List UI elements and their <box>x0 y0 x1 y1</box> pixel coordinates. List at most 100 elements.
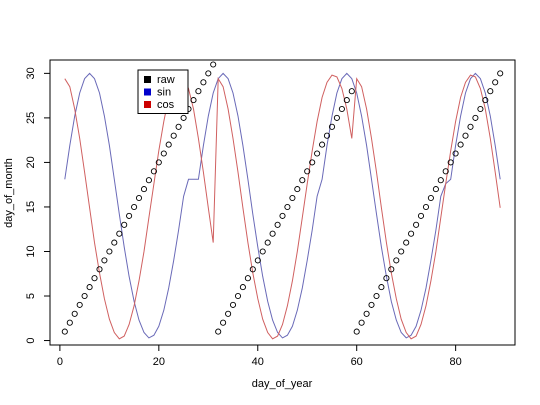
data-point-raw <box>289 194 296 202</box>
legend-swatch-cos <box>144 101 151 108</box>
data-point-raw <box>190 97 197 104</box>
data-point-raw <box>76 301 83 308</box>
data-point-raw <box>343 97 350 104</box>
data-point-raw <box>225 310 232 317</box>
data-point-raw <box>131 203 138 211</box>
data-point-raw <box>264 239 271 246</box>
data-point-raw <box>91 275 98 282</box>
data-point-raw <box>200 79 207 86</box>
data-point-raw <box>314 150 321 157</box>
data-point-raw <box>126 212 133 219</box>
data-point-raw <box>249 266 256 273</box>
y-axis-label: day_of_month <box>3 158 15 228</box>
data-point-raw <box>111 239 118 246</box>
y-tick-label: 10 <box>25 245 37 257</box>
data-point-raw <box>259 248 266 255</box>
data-point-raw <box>175 123 182 130</box>
data-point-raw <box>106 248 113 255</box>
data-point-raw <box>353 328 360 335</box>
data-point-raw <box>323 132 331 139</box>
data-point-raw <box>239 284 246 291</box>
series-line-cos <box>64 74 501 340</box>
data-point-raw <box>229 301 237 308</box>
data-point-raw <box>487 88 494 95</box>
y-tick-label: 30 <box>25 67 37 79</box>
data-point-raw <box>269 230 276 237</box>
data-point-raw <box>432 186 439 193</box>
data-point-raw <box>472 114 479 121</box>
legend-label-sin: sin <box>157 87 171 99</box>
data-point-raw <box>368 301 375 308</box>
data-point-raw <box>205 70 212 77</box>
data-point-raw <box>220 319 227 326</box>
data-point-raw <box>309 159 316 166</box>
data-point-raw <box>135 194 143 202</box>
data-point-raw <box>457 141 464 148</box>
data-point-raw <box>71 310 78 317</box>
data-point-raw <box>170 132 177 139</box>
data-point-raw <box>477 105 484 113</box>
data-point-raw <box>140 186 148 193</box>
data-point-raw <box>81 292 88 300</box>
data-point-raw <box>358 319 365 326</box>
data-point-raw <box>462 132 469 139</box>
data-point-raw <box>66 319 73 326</box>
x-tick-label: 60 <box>351 356 363 368</box>
data-point-raw <box>195 88 202 95</box>
x-axis-label: day_of_year <box>252 378 313 390</box>
data-point-raw <box>497 70 504 77</box>
data-point-raw <box>319 141 326 148</box>
legend-swatch-raw <box>144 76 151 83</box>
data-point-raw <box>403 239 410 246</box>
y-tick-label: 20 <box>25 156 37 168</box>
data-point-raw <box>467 123 474 130</box>
data-point-raw <box>254 257 261 264</box>
data-point-raw <box>482 97 489 104</box>
data-point-raw <box>244 275 251 282</box>
data-point-raw <box>338 105 345 113</box>
data-point-raw <box>294 186 301 193</box>
data-point-raw <box>383 275 390 282</box>
data-point-raw <box>398 248 405 255</box>
data-point-raw <box>160 150 167 157</box>
legend-label-raw: raw <box>157 74 175 86</box>
data-point-raw <box>165 141 172 148</box>
data-point-raw <box>274 221 281 228</box>
data-point-raw <box>413 221 420 228</box>
data-point-raw <box>422 203 430 211</box>
y-tick-label: 0 <box>25 337 37 343</box>
data-point-raw <box>393 257 400 264</box>
data-point-raw <box>234 292 242 300</box>
data-point-raw <box>378 284 385 291</box>
data-point-raw <box>150 168 157 175</box>
y-tick-label: 15 <box>25 201 37 213</box>
data-point-raw <box>101 257 108 264</box>
data-point-raw <box>328 123 336 130</box>
x-tick-label: 0 <box>57 356 63 368</box>
data-point-raw <box>388 266 395 273</box>
data-point-raw <box>408 230 415 237</box>
series-line-sin <box>64 72 501 339</box>
data-point-raw <box>452 150 459 157</box>
data-point-raw <box>447 159 454 166</box>
data-point-raw <box>363 310 370 317</box>
data-point-raw <box>437 177 444 184</box>
x-tick-label: 20 <box>153 356 165 368</box>
legend-label-cos: cos <box>157 99 175 111</box>
data-point-raw <box>442 168 449 175</box>
y-tick-label: 5 <box>25 293 37 299</box>
data-point-raw <box>333 114 340 121</box>
data-point-raw <box>121 221 128 228</box>
legend-swatch-sin <box>144 88 151 96</box>
data-point-raw <box>180 114 187 121</box>
data-point-raw <box>348 88 355 95</box>
data-point-raw <box>417 212 425 219</box>
data-point-raw <box>96 266 103 273</box>
data-point-raw <box>61 328 68 335</box>
x-tick-label: 80 <box>450 356 462 368</box>
data-point-raw <box>373 292 380 300</box>
data-point-raw <box>86 284 93 291</box>
